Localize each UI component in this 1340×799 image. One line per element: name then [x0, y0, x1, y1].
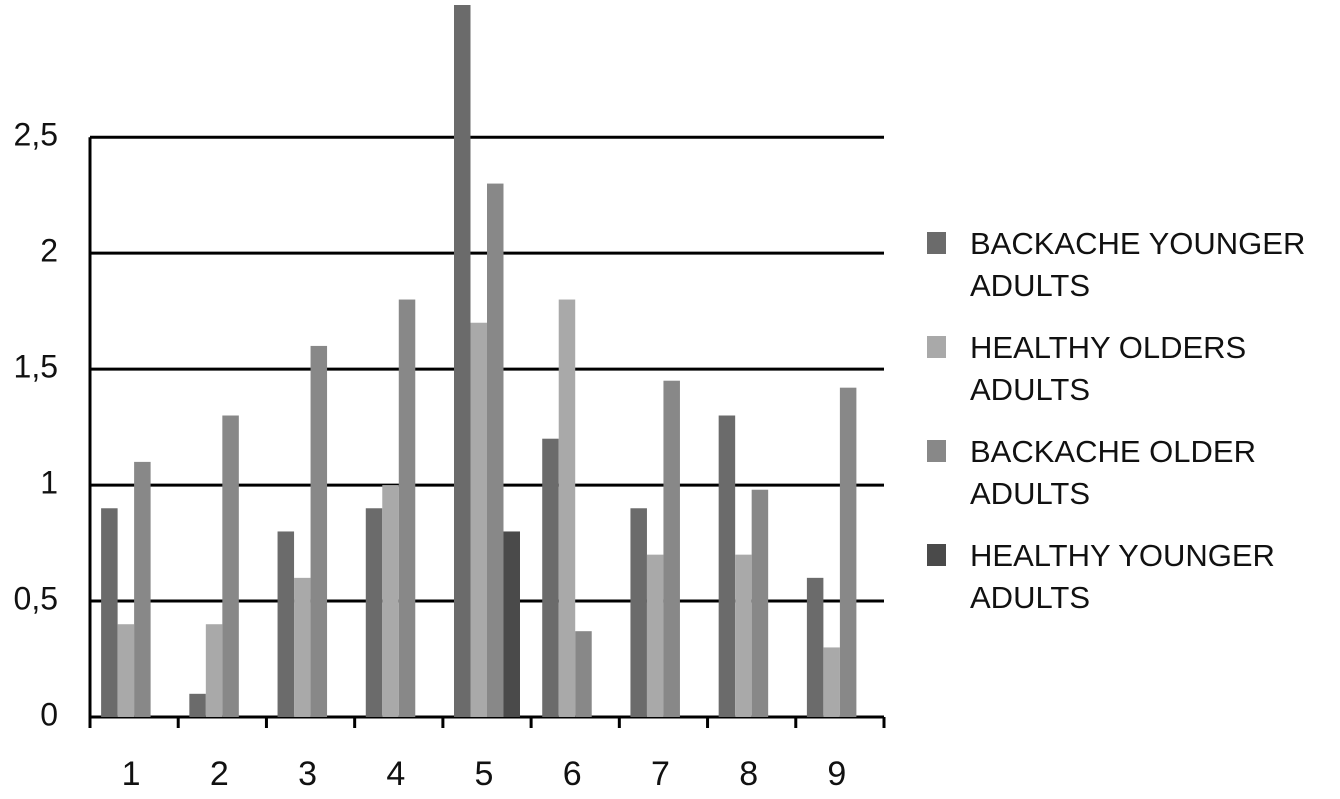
x-tick-label: 1 — [122, 755, 141, 793]
bar — [575, 631, 592, 717]
x-tick-label: 4 — [386, 755, 405, 793]
legend-swatch — [927, 544, 946, 566]
x-tick-label: 3 — [298, 755, 317, 793]
bar — [735, 554, 752, 717]
bar — [542, 438, 559, 717]
x-tick-label: 9 — [827, 755, 846, 793]
bar — [630, 508, 647, 717]
bar — [823, 647, 840, 717]
legend-swatch — [927, 232, 946, 254]
legend-label: HEALTHY YOUNGER ADULTS — [970, 538, 1275, 615]
legend-label: BACKACHE YOUNGER ADULTS — [970, 226, 1305, 303]
bar — [398, 299, 416, 717]
bar — [205, 624, 223, 717]
y-tick-label: 2 — [40, 233, 58, 269]
y-tick-label: 2,5 — [14, 117, 58, 153]
y-tick-label: 1 — [40, 465, 58, 501]
x-tick-label: 7 — [651, 755, 670, 793]
bar — [470, 322, 487, 717]
legend-swatch — [927, 440, 946, 462]
bar — [189, 693, 206, 717]
bar — [806, 577, 824, 717]
x-tick-label: 5 — [475, 755, 494, 793]
bar — [718, 415, 736, 717]
bar — [117, 624, 135, 717]
y-tick-label: 0 — [40, 696, 58, 732]
bar — [382, 485, 399, 717]
x-tick-label: 6 — [563, 755, 582, 793]
bar — [222, 415, 239, 717]
y-tick-label: 0,5 — [14, 580, 58, 616]
bar — [558, 299, 576, 717]
bar — [365, 508, 383, 717]
legend-label: BACKACHE OLDER ADULTS — [970, 434, 1256, 511]
bar — [663, 380, 680, 717]
bar — [646, 554, 664, 717]
legend-swatch — [927, 336, 946, 358]
bar — [503, 531, 520, 717]
bar — [277, 531, 295, 717]
bar — [751, 489, 769, 717]
bar — [294, 577, 311, 717]
bar — [487, 183, 504, 717]
legend-label: HEALTHY OLDERS ADULTS — [970, 330, 1246, 407]
bar — [310, 345, 328, 717]
bar — [101, 508, 118, 717]
x-tick-label: 2 — [210, 755, 229, 793]
bar — [454, 5, 471, 717]
y-tick-label: 1,5 — [14, 349, 58, 385]
bar — [839, 387, 857, 717]
bar — [134, 461, 151, 717]
x-tick-label: 8 — [739, 755, 758, 793]
